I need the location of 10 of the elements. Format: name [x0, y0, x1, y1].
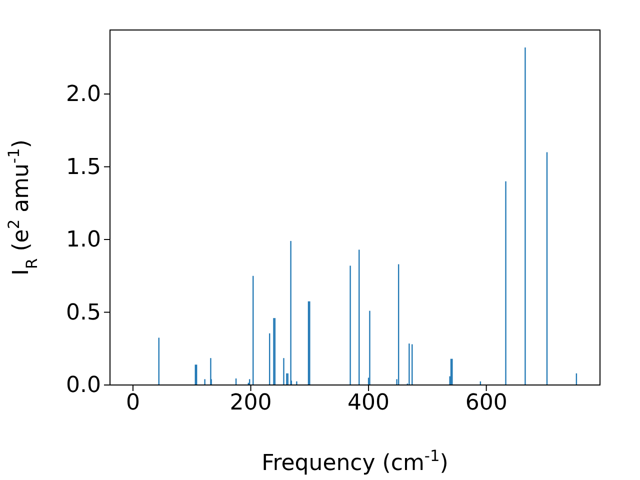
- x-tick-label: 600: [465, 390, 508, 416]
- x-tick-label: 200: [230, 390, 272, 416]
- x-axis-title: Frequency (cm$^{-1}$): [262, 447, 448, 476]
- y-tick-label: 1.5: [66, 154, 101, 180]
- y-tick-label: 0.5: [66, 300, 101, 326]
- y-tick-label: 0.0: [66, 373, 101, 398]
- y-tick-label: 2.0: [66, 82, 101, 108]
- x-tick-label: 400: [348, 390, 390, 416]
- x-tick-label: 0: [126, 390, 140, 416]
- y-tick-label: 1.0: [66, 228, 101, 253]
